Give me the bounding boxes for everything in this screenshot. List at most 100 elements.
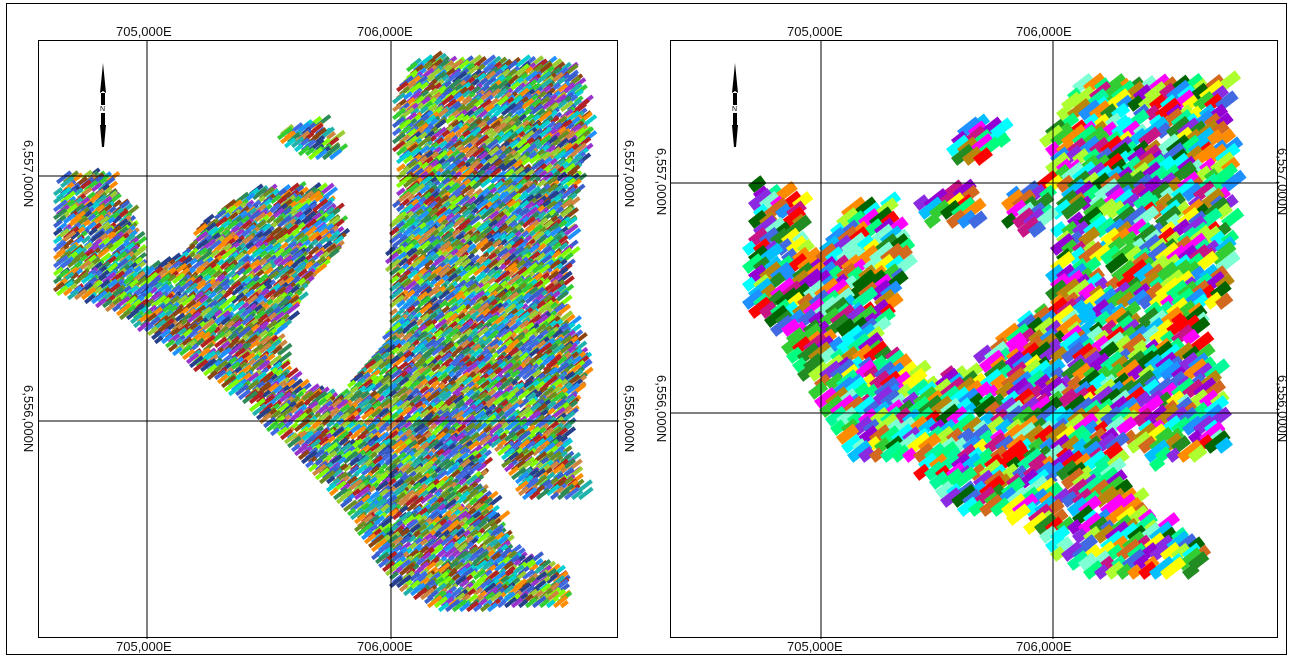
map-block: [382, 560, 396, 573]
map-block: [522, 487, 538, 501]
map-block: [419, 587, 435, 601]
map-block: [546, 471, 556, 481]
map-block: [179, 293, 196, 309]
map-block: [52, 199, 68, 213]
map-block: [277, 342, 293, 357]
map-panel-left: N: [38, 40, 619, 639]
map-block: [563, 382, 580, 397]
map-block: [200, 357, 217, 373]
map-block: [529, 459, 539, 469]
map-block: [413, 587, 428, 601]
map-block: [501, 447, 516, 461]
map-block: [326, 475, 336, 485]
map-block: [319, 470, 336, 485]
map-block: [178, 344, 193, 357]
map-block: [497, 443, 512, 457]
map-block: [315, 148, 328, 161]
map-block: [438, 534, 454, 549]
map-block: [403, 91, 413, 101]
map-block: [52, 240, 67, 253]
map-block: [521, 216, 536, 229]
map-block: [277, 126, 294, 141]
map-block: [343, 450, 359, 465]
map-block: [490, 437, 502, 449]
map-block: [339, 497, 353, 509]
map-block: [564, 486, 580, 501]
map-block: [550, 398, 567, 413]
map-block: [357, 402, 373, 417]
map-block: [193, 223, 208, 237]
map-block: [476, 421, 488, 433]
map-block: [298, 145, 311, 157]
map-block: [111, 199, 122, 209]
map-block: [346, 507, 357, 517]
map-block: [560, 186, 577, 201]
map-block: [126, 308, 140, 321]
map-block: [406, 269, 419, 281]
map-block: [389, 575, 404, 589]
easting-label-bottom-2: 706,000E: [357, 639, 413, 654]
map-block: [475, 462, 487, 473]
map-block: [206, 370, 218, 381]
map-block: [410, 342, 426, 357]
map-block: [63, 287, 73, 297]
map-panel-right: N: [670, 40, 1279, 639]
map-block: [392, 140, 406, 153]
map-block: [504, 596, 518, 609]
map-block: [245, 245, 258, 257]
map-block: [403, 174, 419, 189]
map-block: [480, 54, 497, 69]
map-block: [475, 531, 491, 545]
map-block: [459, 578, 470, 589]
map-block: [361, 465, 374, 477]
map-block: [371, 551, 381, 561]
map-block: [510, 466, 527, 481]
map-block: [433, 596, 448, 609]
map-block: [307, 147, 323, 161]
map-block: [396, 187, 406, 197]
easting-label-bottom-1: 705,000E: [116, 639, 172, 654]
map-block: [546, 483, 561, 497]
map-block: [165, 338, 176, 349]
map-block: [396, 163, 406, 173]
map-block: [251, 187, 268, 201]
map-block: [553, 595, 569, 609]
map-block: [53, 194, 65, 205]
map-block: [241, 390, 258, 405]
map-block: [451, 254, 469, 269]
map-block: [95, 247, 110, 261]
map-block: [396, 190, 412, 205]
map-block: [193, 358, 209, 373]
map-block: [213, 369, 227, 381]
map-block: [251, 403, 267, 417]
map-block: [315, 467, 330, 481]
map-block: [343, 463, 353, 473]
map-block: [221, 374, 237, 389]
map-block: [385, 251, 399, 265]
map-block: [272, 265, 290, 281]
map-block: [81, 272, 94, 285]
map-block: [356, 522, 374, 537]
map-block: [52, 227, 63, 237]
map-block: [52, 275, 62, 285]
map-block: [375, 480, 389, 493]
map-block: [217, 347, 232, 361]
map-block: [227, 382, 245, 397]
map-block: [81, 287, 97, 301]
map-block: [294, 444, 308, 457]
map-block: [420, 492, 434, 505]
map-block: [52, 266, 64, 277]
map-block: [230, 292, 245, 305]
map-block: [381, 503, 397, 517]
map-block: [493, 561, 506, 573]
map-block: [263, 288, 277, 301]
map-block: [518, 398, 530, 409]
map-block: [214, 216, 228, 229]
map-block: [529, 158, 546, 173]
map-block: [56, 285, 69, 297]
map-block: [399, 583, 409, 593]
map-block: [326, 131, 337, 141]
map-block: [91, 181, 103, 193]
map-block: [375, 542, 391, 557]
map-block: [392, 103, 402, 113]
